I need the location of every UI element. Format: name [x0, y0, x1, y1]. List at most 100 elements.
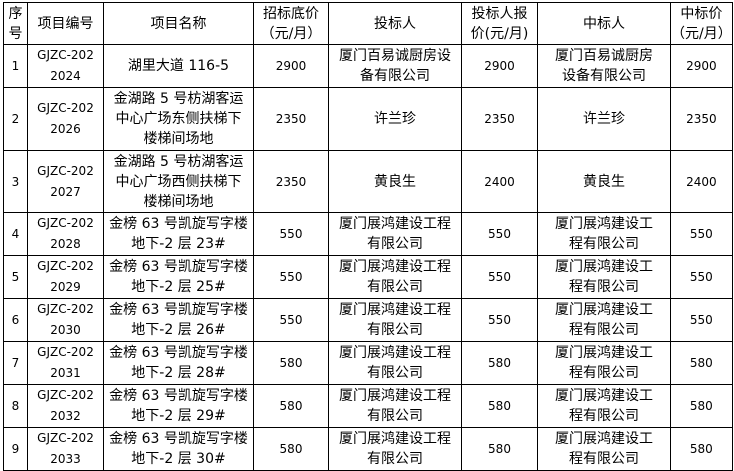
column-header-line: 投标人 [374, 15, 416, 32]
winning-price: 2400 [670, 150, 733, 213]
base-price: 2900 [253, 44, 329, 88]
project-code-line: 2031 [50, 366, 81, 380]
column-header-line: 号 [8, 25, 23, 42]
bid-price: 550 [461, 255, 538, 299]
bidder-line: 有限公司 [367, 236, 423, 252]
base-price: 550 [253, 298, 329, 342]
column-header: 投标人报 价(元/月) [461, 2, 538, 45]
header-row: 序号项目编号 项目名称 招标底价 （元/月） 投标人 投标人报 价(元/月) 中标人 中标价 （元… [3, 2, 733, 45]
column-header-line: 投标人报 [471, 5, 528, 22]
winner-line: 厦门展鸿建设工 [555, 388, 653, 404]
bidder-line: 厦门展鸿建设工程 [339, 259, 451, 275]
row-number: 3 [3, 150, 28, 213]
table-row: 7 GJZC-202 2031 金榜 63 号凯旋写字楼 地下-2 层 28# 580 厦门… [3, 341, 733, 385]
project-code-line: 2032 [50, 409, 81, 423]
bid-price-line: 580 [488, 399, 511, 413]
project-code: GJZC-202 2026 [27, 87, 104, 151]
table-row: 8 GJZC-202 2032 金榜 63 号凯旋写字楼 地下-2 层 29# 580 厦门… [3, 384, 733, 428]
project-name-line: 金榜 63 号凯旋写字楼 [109, 216, 248, 232]
project-code: GJZC-202 2029 [27, 255, 104, 299]
row-number: 6 [3, 298, 28, 342]
row-number-line: 8 [11, 399, 20, 413]
winner-line: 厦门展鸿建设工 [555, 345, 653, 361]
project-code-line: 2033 [50, 452, 81, 466]
column-header-line: （元/月） [671, 25, 732, 42]
base-price-line: 580 [279, 356, 303, 370]
bidder: 厦门展鸿建设工程 有限公司 [328, 298, 462, 342]
base-price: 580 [253, 341, 329, 385]
winner: 厦门展鸿建设工 程有限公司 [537, 341, 671, 385]
row-number-line: 1 [11, 59, 20, 73]
bid-price: 580 [461, 427, 538, 471]
project-name-line: 金榜 63 号凯旋写字楼 [109, 302, 248, 318]
column-header: 投标人 [328, 2, 462, 45]
winner-line: 程有限公司 [569, 322, 639, 338]
row-number: 7 [3, 341, 28, 385]
winner-line: 厦门百易诚厨房 [555, 48, 653, 64]
winning-price-line: 2400 [686, 174, 717, 189]
project-code-line: 2026 [50, 122, 81, 136]
project-code: GJZC-202 2033 [27, 427, 104, 471]
bidder-line: 厦门展鸿建设工程 [339, 216, 451, 232]
bidder-line: 有限公司 [367, 451, 423, 467]
base-price: 550 [253, 212, 329, 256]
base-price: 580 [253, 384, 329, 428]
winning-price: 580 [670, 384, 733, 428]
project-name-line: 楼梯间场地 [143, 131, 214, 147]
row-number: 2 [3, 87, 28, 151]
project-code: GJZC-202 2030 [27, 298, 104, 342]
project-code-line: GJZC-202 [37, 431, 94, 445]
bidder: 厦门展鸿建设工程 有限公司 [328, 341, 462, 385]
column-header: 项目编号 [27, 2, 104, 45]
project-name-line: 金榜 63 号凯旋写字楼 [109, 431, 248, 447]
table-row: 9 GJZC-202 2033 金榜 63 号凯旋写字楼 地下-2 层 30# 580 厦门… [3, 427, 733, 471]
row-number: 4 [3, 212, 28, 256]
bid-price: 2400 [461, 150, 538, 213]
winning-price: 2900 [670, 44, 733, 88]
project-name: 金榜 63 号凯旋写字楼 地下-2 层 28# [103, 341, 254, 385]
bidder-line: 厦门展鸿建设工程 [339, 345, 451, 361]
column-header: 中标价 （元/月） [670, 2, 733, 45]
project-name: 金榜 63 号凯旋写字楼 地下-2 层 23# [103, 212, 254, 256]
row-number: 9 [3, 427, 28, 471]
project-code: GJZC-202 2024 [27, 44, 104, 88]
project-code-line: GJZC-202 [37, 101, 94, 115]
base-price-line: 2350 [275, 112, 307, 126]
column-header-line: 中标人 [583, 15, 625, 32]
project-name-line: 地下-2 层 30# [131, 451, 226, 467]
project-name: 金湖路 5 号枋湖客运 中心广场西侧扶梯下 楼梯间场地 [103, 150, 254, 213]
winner-line: 厦门展鸿建设工 [555, 216, 653, 232]
winner: 厦门展鸿建设工 程有限公司 [537, 255, 671, 299]
project-name-line: 中心广场西侧扶梯下 [115, 173, 242, 190]
project-name: 金湖路 5 号枋湖客运 中心广场东侧扶梯下 楼梯间场地 [103, 87, 254, 151]
bid-price: 550 [461, 298, 538, 342]
winner: 厦门展鸿建设工 程有限公司 [537, 212, 671, 256]
bidder: 黄良生 [328, 150, 462, 213]
bidder-line: 厦门展鸿建设工程 [339, 302, 451, 318]
base-price: 550 [253, 255, 329, 299]
winner-line: 程有限公司 [569, 451, 639, 467]
row-number: 5 [3, 255, 28, 299]
winner: 厦门展鸿建设工 程有限公司 [537, 427, 671, 471]
bid-price: 2900 [461, 44, 538, 88]
column-header-line: 项目名称 [150, 15, 207, 32]
project-name-line: 地下-2 层 23# [131, 236, 226, 252]
bid-price-line: 580 [488, 356, 511, 370]
project-code-line: GJZC-202 [37, 216, 94, 230]
bidder: 许兰珍 [328, 87, 462, 151]
winning-price: 2350 [670, 87, 733, 151]
winner-line: 黄良生 [583, 173, 625, 190]
winning-price-line: 2900 [686, 59, 717, 73]
project-code-line: GJZC-202 [37, 345, 94, 359]
base-price: 2350 [253, 87, 329, 151]
winning-price: 550 [670, 298, 733, 342]
project-code-line: GJZC-202 [37, 163, 94, 178]
winning-price-line: 2350 [686, 112, 717, 126]
bidder-line: 厦门百易诚厨房设 [339, 48, 451, 64]
bidder-line: 厦门展鸿建设工程 [339, 431, 451, 447]
bid-results-table: 序号项目编号 项目名称 招标底价 （元/月） 投标人 投标人报 价(元/月) 中标人 中标价 （元… [3, 2, 733, 471]
table-row: 6 GJZC-202 2030 金榜 63 号凯旋写字楼 地下-2 层 26# 550 厦门… [3, 298, 733, 342]
row-number: 1 [3, 44, 28, 88]
bidder-line: 有限公司 [367, 408, 423, 424]
project-code: GJZC-202 2032 [27, 384, 104, 428]
